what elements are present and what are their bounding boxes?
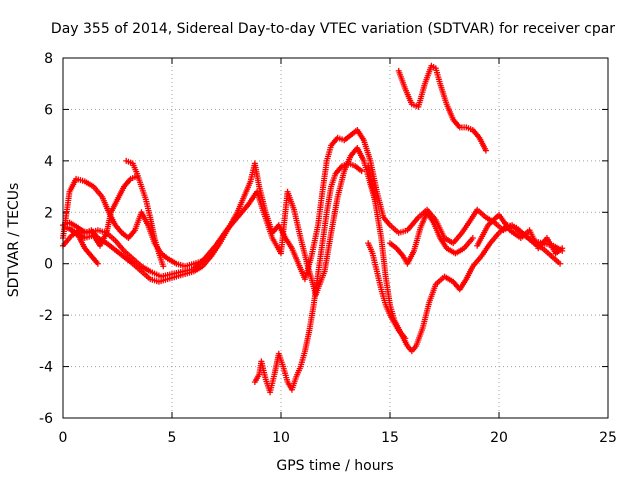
series-markers [395, 62, 489, 154]
x-tick-label: 20 [490, 430, 508, 446]
x-tick-label: 5 [168, 430, 177, 446]
x-tick-label: 10 [272, 430, 290, 446]
series-track-l [474, 211, 566, 257]
tick-labels: 0 5 10 15 20 25 -6 -4 -2 0 2 4 6 8 [39, 51, 617, 446]
series-markers [365, 240, 409, 342]
y-tick-label: 8 [44, 51, 53, 67]
series-track-j [395, 62, 489, 154]
y-tick-label: 6 [44, 102, 53, 118]
y-tick-label: 4 [44, 154, 53, 170]
series-markers [474, 211, 566, 257]
y-axis-label: SDTVAR / TECUs [6, 183, 22, 298]
series-markers [387, 209, 476, 267]
series-markers [68, 227, 101, 267]
series-track-f [123, 157, 167, 270]
series-track-h [365, 163, 564, 355]
x-tick-label: 0 [59, 430, 68, 446]
series-markers [251, 160, 365, 396]
y-tick-label: -2 [39, 308, 53, 324]
x-tick-label: 25 [599, 430, 617, 446]
series-track-k [387, 209, 476, 267]
y-tick-label: -6 [39, 411, 53, 427]
plot-frame [62, 57, 609, 419]
series-track-g [251, 160, 365, 396]
chart-title: Day 355 of 2014, Sidereal Day-to-day VTE… [51, 21, 615, 37]
y-tick-label: -4 [39, 360, 53, 376]
y-tick-label: 2 [44, 205, 53, 221]
series-track-i [365, 240, 409, 342]
y-tick-label: 0 [44, 257, 53, 273]
series-markers [123, 157, 167, 270]
data-layer [60, 62, 566, 396]
x-tick-label: 15 [381, 430, 399, 446]
x-axis-label: GPS time / hours [276, 458, 393, 474]
series-track-e [68, 227, 101, 267]
series-markers [365, 163, 564, 355]
